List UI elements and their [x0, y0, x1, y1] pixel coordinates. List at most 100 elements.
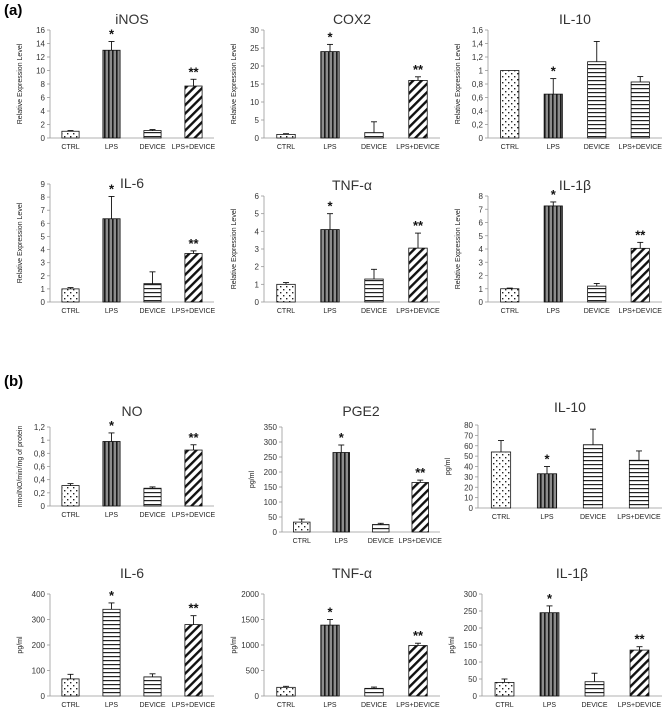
x-tick-label: DEVICE	[361, 144, 387, 151]
bar-lps	[320, 51, 340, 139]
y-tick-label: 300	[264, 438, 278, 447]
y-tick-label: 60	[464, 442, 473, 451]
x-tick-label: LPS	[543, 702, 557, 709]
bar-device	[587, 285, 607, 303]
y-axis-label: Relative Expression Level	[455, 43, 462, 124]
significance-marker: **	[188, 430, 199, 445]
x-tick-label: CTRL	[61, 702, 79, 709]
y-axis-label: Relative Expression Level	[231, 43, 238, 124]
x-tick-label: LPS+DEVICE	[172, 308, 216, 315]
x-tick-label: DEVICE	[139, 512, 165, 519]
y-axis-label: Relative Expression Level	[455, 208, 462, 289]
y-tick-label: 0,4	[472, 107, 484, 116]
x-tick-label: DEVICE	[139, 144, 165, 151]
chart-7: NO nmolNO/min/mg of protein 0 0,2 0,4 0,6 0,8 1…	[17, 403, 216, 519]
bar-device	[584, 681, 605, 697]
y-axis-label: Relative Expression Level	[17, 43, 24, 124]
chart-title: IL-6	[120, 175, 144, 191]
y-tick-label: 0	[255, 134, 260, 143]
chart-title: IL-1β	[559, 177, 591, 193]
x-tick-label: CTRL	[277, 144, 295, 151]
x-tick-label: CTRL	[293, 538, 311, 545]
bar-lps-device	[408, 80, 428, 139]
bar-lps-device	[184, 85, 203, 139]
bar-lps	[539, 612, 560, 697]
panel-label-a: (a)	[4, 2, 23, 19]
y-tick-label: 0,2	[472, 121, 484, 130]
y-axis-label: pg/ml	[445, 458, 452, 476]
chart-6: IL-1β Relative Expression Level 0 1 2 3 4 5 6 7 8 C…	[455, 177, 662, 315]
bar-lps-device	[628, 459, 650, 509]
y-tick-label: 2	[479, 272, 484, 281]
y-tick-label: 6	[41, 219, 46, 228]
y-tick-label: 3	[255, 245, 260, 254]
y-tick-label: 0	[479, 298, 484, 307]
y-tick-label: 0	[41, 502, 46, 511]
significance-marker: *	[109, 588, 115, 603]
significance-marker: *	[544, 452, 550, 467]
bar-device	[364, 687, 384, 697]
bar-ctrl	[61, 130, 80, 139]
y-tick-label: 10	[464, 494, 473, 503]
significance-marker: *	[109, 26, 115, 41]
y-tick-label: 6	[479, 219, 484, 228]
bar-lps-device	[184, 253, 203, 303]
y-tick-label: 25	[250, 44, 259, 53]
significance-marker: **	[635, 227, 646, 242]
y-tick-label: 0	[255, 692, 260, 701]
y-tick-label: 1	[41, 285, 46, 294]
bar-lps	[102, 608, 121, 697]
x-tick-label: LPS+DEVICE	[618, 702, 662, 709]
bar-lps-device	[630, 247, 650, 303]
y-axis-label: pg/ml	[17, 636, 24, 654]
y-tick-label: 14	[36, 40, 45, 49]
y-tick-label: 10	[250, 98, 259, 107]
x-tick-label: LPS	[323, 144, 337, 151]
bar-device	[143, 487, 162, 507]
x-tick-label: LPS	[540, 514, 554, 521]
y-tick-label: 3	[479, 258, 484, 267]
x-tick-label: CTRL	[501, 308, 519, 315]
significance-marker: **	[634, 632, 645, 647]
y-tick-label: 1500	[241, 616, 259, 625]
y-tick-label: 150	[264, 483, 278, 492]
y-tick-label: 40	[464, 463, 473, 472]
y-tick-label: 20	[464, 483, 473, 492]
chart-3: IL-10 Relative Expression Level 0 0,2 0,4 0,6…	[455, 11, 662, 151]
y-tick-label: 8	[41, 193, 46, 202]
significance-marker: *	[109, 181, 115, 196]
y-tick-label: 0	[273, 528, 278, 537]
y-tick-label: 5	[255, 210, 260, 219]
y-tick-label: 0	[479, 134, 484, 143]
bar-lps-device	[184, 624, 203, 697]
x-tick-label: DEVICE	[584, 308, 610, 315]
chart-title: TNF-α	[332, 565, 372, 581]
y-tick-label: 0	[41, 298, 46, 307]
bar-lps	[332, 452, 350, 533]
y-tick-label: 200	[464, 624, 478, 633]
significance-marker: *	[327, 29, 333, 44]
y-tick-label: 4	[255, 227, 260, 236]
x-tick-label: LPS	[105, 308, 119, 315]
y-tick-label: 0	[41, 134, 46, 143]
y-tick-label: 30	[250, 26, 259, 35]
y-tick-label: 50	[464, 452, 473, 461]
x-tick-label: CTRL	[61, 308, 79, 315]
y-tick-label: 0,6	[472, 94, 484, 103]
y-tick-label: 6	[255, 192, 260, 201]
bar-lps	[320, 624, 340, 697]
y-tick-label: 9	[41, 180, 46, 189]
y-tick-label: 20	[250, 62, 259, 71]
bar-lps	[320, 229, 340, 303]
significance-marker: *	[109, 418, 115, 433]
x-tick-label: CTRL	[61, 144, 79, 151]
significance-marker: *	[551, 187, 557, 202]
x-tick-label: LPS	[323, 702, 337, 709]
bar-lps	[543, 93, 563, 139]
y-axis-label: pg/ml	[231, 636, 238, 654]
y-tick-label: 2	[41, 272, 46, 281]
y-tick-label: 5	[255, 116, 260, 125]
x-tick-label: LPS+DEVICE	[619, 308, 663, 315]
y-tick-label: 3	[41, 259, 46, 268]
y-tick-label: 1,6	[472, 26, 484, 35]
